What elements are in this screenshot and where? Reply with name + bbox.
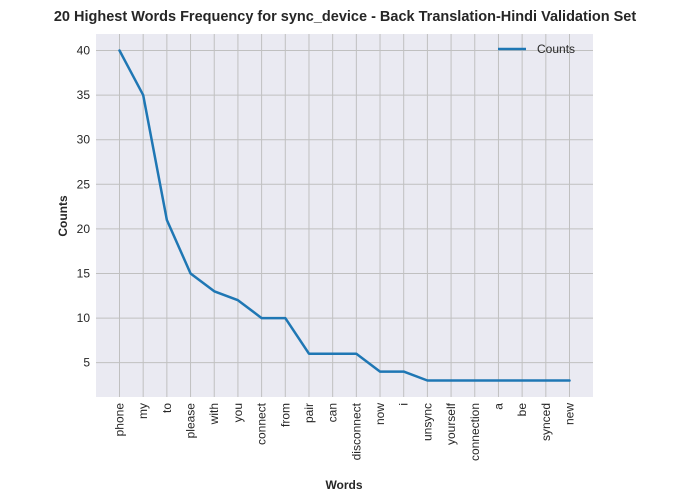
x-tick-label: can [326,403,340,422]
x-tick-label: connection [468,403,482,461]
y-tick-label: 15 [77,266,91,280]
x-tick-label: i [397,403,411,406]
y-tick-label: 5 [83,356,90,370]
x-tick-label: yourself [444,402,458,445]
x-axis-label: Words [325,478,362,492]
y-tick-label: 20 [77,222,91,236]
x-tick-label: connect [255,402,269,445]
x-tick-label: a [491,403,505,410]
y-tick-label: 35 [77,88,91,102]
x-tick-label: you [231,403,245,422]
y-axis-ticks: 5 10 15 20 25 30 35 40 [77,44,91,370]
series-line-counts [118,49,571,382]
y-axis-label: Counts [56,195,70,237]
chart-title: 20 Highest Words Frequency for sync_devi… [54,9,636,25]
y-tick-label: 40 [77,44,91,58]
x-tick-label: phone [113,403,127,437]
y-tick-label: 10 [77,311,91,325]
x-tick-label: new [563,403,577,425]
x-tick-label: with [207,403,221,425]
x-tick-label: please [184,403,198,439]
grid-lines [96,34,593,397]
x-axis-ticks: phone my to please with you connect from pair can… [113,402,577,461]
x-tick-label: synced [539,403,553,441]
x-tick-label: disconnect [349,402,363,460]
x-tick-label: be [515,403,529,417]
x-tick-label: to [160,403,174,413]
series-layer [118,49,571,382]
x-tick-label: pair [302,403,316,423]
y-tick-label: 30 [77,133,91,147]
x-tick-label: my [136,403,150,419]
legend: Counts [498,42,575,56]
legend-entry-counts: Counts [537,42,575,56]
x-tick-label: from [278,403,292,427]
x-tick-label: unsync [420,403,434,441]
x-tick-label: now [373,403,387,425]
y-tick-label: 25 [77,177,91,191]
plot-area [96,34,593,397]
